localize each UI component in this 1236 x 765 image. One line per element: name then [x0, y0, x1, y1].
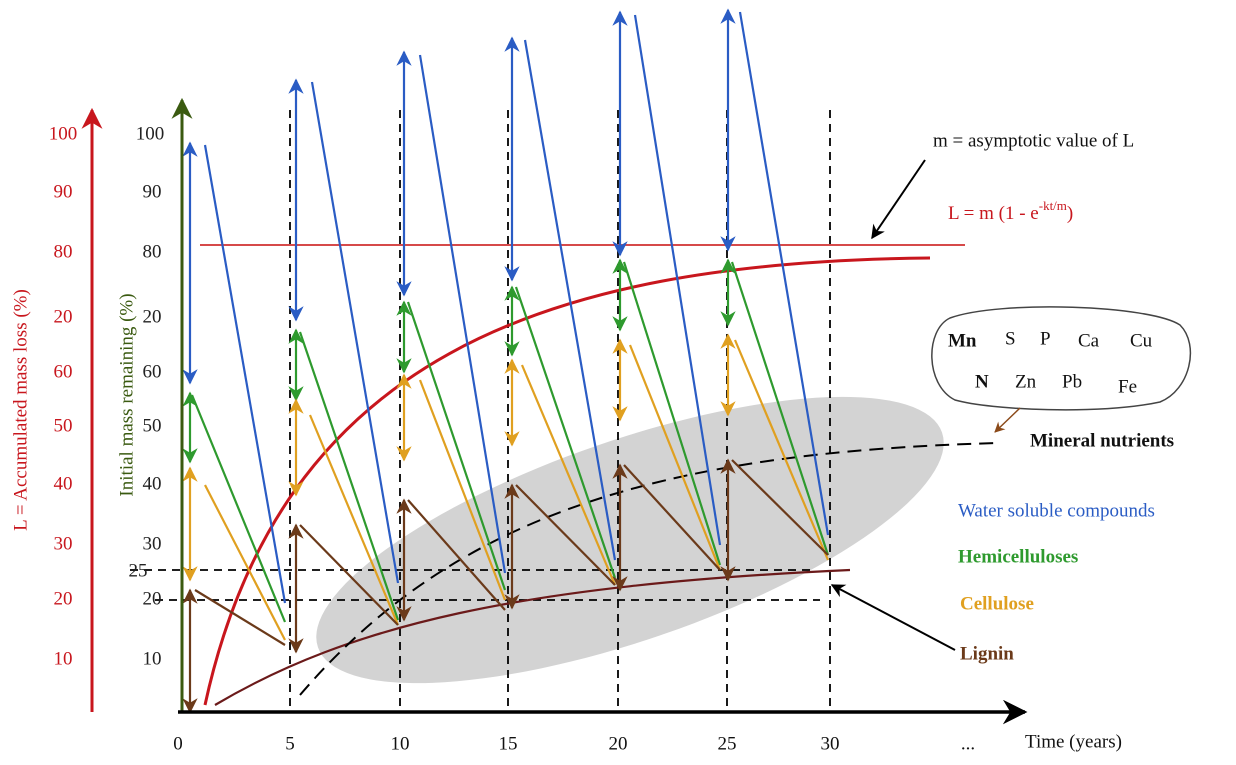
time-tick-label: 5: [285, 733, 295, 754]
loss-axis-label: L = Accumulated mass loss (%): [10, 289, 31, 531]
remaining-tick-label: 90: [143, 181, 162, 202]
time-tick-label: ...: [961, 733, 975, 754]
decay-line: [623, 464, 721, 571]
decay-line: [406, 301, 507, 591]
loss-tick-label: 80: [54, 241, 73, 262]
element: Ca: [1078, 330, 1100, 351]
loss-tick-label: 90: [54, 181, 73, 202]
element: N: [975, 371, 989, 392]
remaining-tick-label: 50: [143, 415, 162, 436]
decay-line: [731, 459, 829, 556]
element: P: [1040, 328, 1051, 349]
legend-label: Lignin: [960, 643, 1014, 664]
remaining-tick-label: 20: [143, 588, 162, 609]
loss-tick-label: 10: [54, 648, 73, 669]
remaining-tick-label: 60: [143, 361, 162, 382]
decay-line: [738, 11, 830, 536]
formula-part: L = m (1 - e: [948, 203, 1039, 224]
decay-line: [733, 339, 830, 561]
drawing: L = Accumulated mass loss (%) Initial mas…: [10, 8, 1192, 754]
remaining-tick-label: 25: [129, 560, 148, 581]
decay-line: [298, 331, 400, 621]
loss-tick-label: 20: [54, 306, 73, 327]
element: S: [1005, 328, 1016, 349]
pointer-arrow: [830, 584, 956, 651]
remaining-tick-label: 20: [143, 306, 162, 327]
loss-tick-label: 50: [54, 415, 73, 436]
nutrient-label: Mineral nutrients: [1030, 430, 1174, 451]
decay-line: [730, 261, 830, 556]
legend-label: Cellulose: [960, 593, 1034, 614]
time-tick-label: 20: [609, 733, 628, 754]
remaining-tick-label: 80: [143, 241, 162, 262]
legend-label: Hemicelluloses: [958, 546, 1078, 567]
asymptote-note: m = asymptotic value of L: [933, 130, 1134, 151]
decay-line: [310, 81, 400, 584]
decay-line: [418, 54, 507, 574]
decay-line: [633, 14, 722, 546]
time-tick-label: 15: [499, 733, 518, 754]
loss-tick-label: 40: [54, 473, 73, 494]
time-tick-label: 0: [173, 733, 183, 754]
decay-line: [204, 484, 286, 641]
decay-line: [407, 499, 506, 611]
lignin-curve: [214, 568, 851, 706]
legend-label: Water soluble compounds: [958, 500, 1155, 521]
decay-line: [523, 39, 617, 561]
element: Zn: [1015, 371, 1037, 392]
decay-line: [622, 261, 722, 566]
nutrient-box: [931, 306, 1192, 411]
loss-tick-label: 60: [54, 361, 73, 382]
element: Pb: [1062, 371, 1082, 392]
nutrient-curve: [299, 442, 1001, 696]
remaining-axis-label: Initial mass remaining (%): [116, 293, 137, 496]
decay-line: [299, 524, 399, 626]
decay-line: [190, 394, 287, 623]
pointer-arrow: [994, 407, 1021, 433]
formula-part: ): [1067, 203, 1073, 224]
decay-line: [418, 379, 507, 601]
time-tick-label: 10: [391, 733, 410, 754]
decay-line: [194, 589, 286, 646]
remaining-tick-label: 30: [143, 533, 162, 554]
decay-line: [203, 144, 287, 604]
decay-line: [308, 414, 400, 626]
decay-line: [520, 364, 617, 586]
decay-line: [515, 484, 616, 586]
time-tick-label: 30: [821, 733, 840, 754]
time-axis-label: Time (years): [1025, 731, 1122, 752]
element: Cu: [1130, 330, 1153, 351]
element: Mn: [948, 330, 977, 351]
time-tick-label: 25: [718, 733, 737, 754]
decay-line: [514, 286, 617, 579]
decay-line: [628, 344, 722, 571]
nutrient-zone: [316, 396, 944, 684]
formula: L = m (1 - e-kt/m): [948, 198, 1073, 224]
pointer-arrow: [871, 159, 926, 240]
loss-tick-label: 100: [49, 123, 78, 144]
formula-part: -kt/m: [1039, 198, 1067, 213]
loss-tick-label: 20: [54, 588, 73, 609]
remaining-tick-label: 10: [143, 648, 162, 669]
remaining-tick-label: 100: [136, 123, 165, 144]
element: Fe: [1118, 376, 1137, 397]
loss-tick-label: 30: [54, 533, 73, 554]
remaining-tick-label: 40: [143, 473, 162, 494]
